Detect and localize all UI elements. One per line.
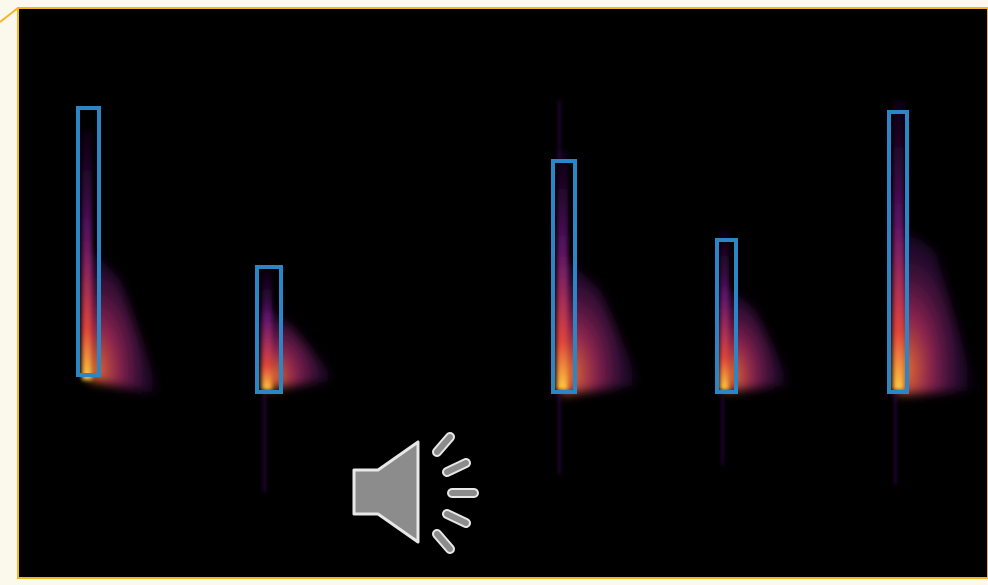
- spectrogram-frame: [17, 7, 988, 579]
- detection-boxes: [76, 106, 909, 394]
- call: [82, 130, 160, 395]
- call: [893, 100, 975, 485]
- call: [557, 100, 640, 475]
- call: [720, 230, 790, 465]
- detection-box: [255, 265, 283, 394]
- detection-box: [887, 110, 909, 394]
- audio-icon[interactable]: [352, 432, 479, 554]
- frame-corner: [0, 7, 19, 23]
- detection-box: [551, 159, 577, 394]
- detection-box: [715, 238, 738, 394]
- detection-box: [76, 106, 101, 377]
